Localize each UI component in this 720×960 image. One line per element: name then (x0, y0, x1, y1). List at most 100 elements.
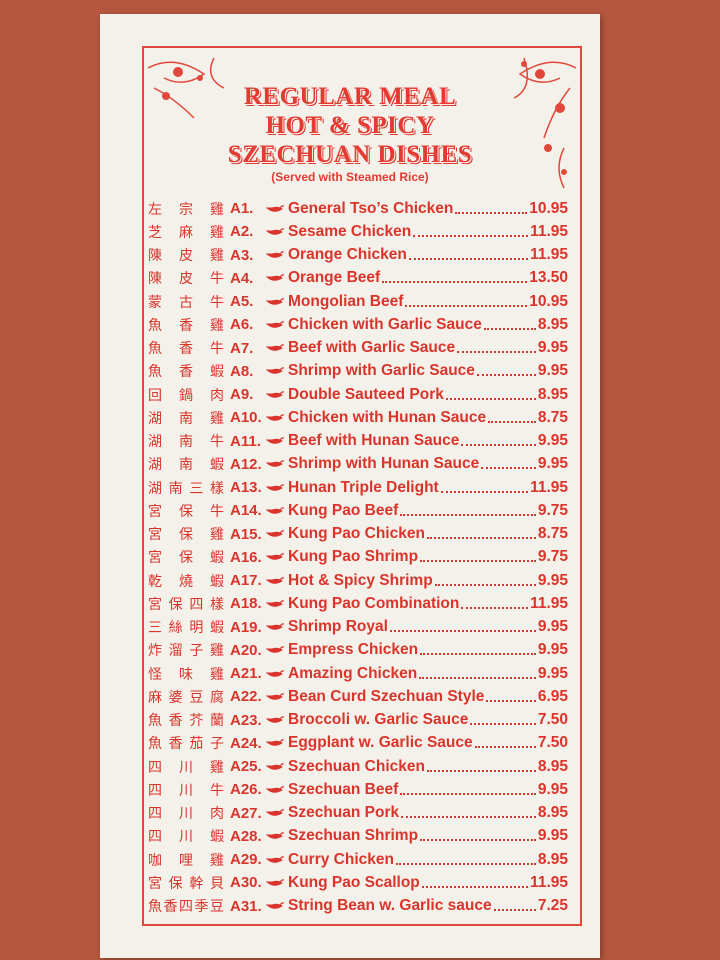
item-price: 13.50 (529, 269, 568, 287)
chinese-name: 湖南雞 (148, 410, 224, 427)
spicy-icon (266, 576, 284, 584)
chinese-name: 四川肉 (148, 806, 224, 823)
chinese-name: 三絲明蝦 (148, 620, 224, 637)
item-price: 8.95 (537, 315, 568, 333)
dot-leader (420, 653, 536, 656)
item-name: Empress Chicken (288, 641, 419, 659)
spicy-icon (266, 437, 284, 444)
spicy-icon (266, 809, 284, 816)
chinese-name: 湖南牛 (148, 434, 224, 451)
chinese-name: 蒙古牛 (148, 294, 224, 311)
menu-item: 魚香芥蘭 A23. Broccoli w. Garlic Sauce 7.50 (148, 709, 568, 732)
item-name: Szechuan Beef (288, 780, 399, 798)
title-line: REGULAR MEAL (243, 83, 457, 110)
dot-leader (440, 490, 529, 493)
menu-item: 魚香蝦 A8. Shrimp with Garlic Sauce 9.95 (148, 360, 568, 383)
chinese-name: 宮保幹貝 (148, 875, 224, 892)
dot-leader (382, 281, 528, 284)
chinese-name: 咖哩雞 (148, 852, 224, 869)
menu-item: 三絲明蝦 A19. Shrimp Royal 9.95 (148, 616, 568, 639)
item-code: A13. (230, 479, 262, 497)
item-name: Beef with Garlic Sauce (288, 339, 456, 357)
item-code: A6. (230, 316, 254, 334)
item-code: A26. (230, 781, 262, 799)
item-code: A19. (230, 618, 262, 636)
menu-frame (142, 46, 582, 926)
menu-item: 蒙古牛 A5. Mongolian Beef 10.95 (148, 290, 568, 313)
item-name: Double Sauteed Pork (288, 385, 444, 403)
item-price: 8.75 (537, 525, 568, 543)
item-code: A8. (230, 362, 254, 380)
item-price: 9.95 (537, 780, 568, 798)
chinese-name: 左宗雞 (148, 201, 224, 218)
chinese-name: 宮保四樣 (148, 596, 224, 613)
item-code: A12. (230, 455, 262, 473)
item-price: 9.95 (537, 618, 568, 636)
item-code: A25. (230, 758, 262, 776)
chinese-name: 芝麻雞 (148, 224, 224, 241)
chinese-name: 陳皮牛 (148, 271, 224, 288)
menu-item: 咖哩雞 A29. Curry Chicken 8.95 (148, 848, 568, 871)
dot-leader (483, 327, 536, 330)
menu-item: 魚香雞 A6. Chicken with Garlic Sauce 8.95 (148, 313, 568, 336)
item-name: Shrimp Royal (288, 618, 388, 636)
spicy-icon (266, 879, 284, 886)
item-code: A23. (230, 711, 262, 729)
dot-leader (420, 560, 536, 563)
chinese-name: 魚香牛 (148, 341, 224, 358)
menu-item: 湖南牛 A11. Beef with Hunan Sauce 9.95 (148, 430, 568, 453)
spicy-icon (266, 460, 284, 468)
dot-leader (413, 234, 529, 237)
menu-item: 湖南蝦 A12. Shrimp with Hunan Sauce 9.95 (148, 453, 568, 476)
item-price: 9.95 (537, 641, 568, 659)
item-name: Hunan Triple Delight (288, 478, 439, 496)
item-code: A16. (230, 548, 262, 566)
floral-ornaments (147, 57, 577, 189)
spicy-icon (266, 669, 284, 677)
item-price: 11.95 (530, 246, 568, 264)
spicy-icon (266, 507, 284, 514)
item-name: Curry Chicken (288, 850, 394, 868)
dot-leader (476, 374, 536, 377)
item-code: A24. (230, 734, 262, 752)
item-price: 9.75 (537, 501, 568, 519)
dot-leader (455, 211, 528, 214)
spicy-icon (266, 530, 284, 537)
menu-item: 乾燒蝦 A17. Hot & Spicy Shrimp 9.95 (148, 569, 568, 592)
chinese-name: 湖南蝦 (148, 457, 224, 474)
menu-item: 湖南雞 A10. Chicken with Hunan Sauce 8.75 (148, 406, 568, 429)
menu-item: 宮保幹貝 A30. Kung Pao Scallop 11.95 (148, 871, 568, 894)
spicy-icon (266, 321, 284, 328)
item-price: 10.95 (529, 199, 568, 217)
item-code: A28. (230, 827, 262, 845)
menu-item: 魚香四季豆 A31. String Bean w. Garlic sauce 7.25 (148, 895, 568, 918)
dot-leader (401, 816, 536, 819)
item-code: A11. (230, 432, 261, 450)
chinese-name: 麻婆豆腐 (148, 689, 224, 706)
chinese-name: 湖南三樣 (148, 480, 224, 497)
item-price: 7.50 (537, 734, 568, 752)
item-code: A15. (230, 525, 262, 543)
menu-item: 宮保四樣 A18. Kung Pao Combination 11.95 (148, 592, 568, 615)
item-name: Eggplant w. Garlic Sauce (288, 734, 473, 752)
chinese-name: 魚香雞 (148, 317, 224, 334)
item-price: 9.95 (537, 664, 568, 682)
item-code: A14. (230, 502, 262, 520)
dot-leader (421, 885, 529, 888)
spicy-icon (266, 483, 284, 491)
item-price: 9.95 (537, 339, 568, 357)
spicy-icon (266, 902, 284, 909)
menu-item: 回鍋肉 A9. Double Sauteed Pork 8.95 (148, 383, 568, 406)
item-code: A5. (230, 293, 254, 311)
spicy-icon (266, 553, 284, 561)
menu-item: 四川蝦 A28. Szechuan Shrimp 9.95 (148, 825, 568, 848)
item-name: Broccoli w. Garlic Sauce (288, 711, 469, 729)
item-price: 11.95 (530, 222, 568, 240)
item-name: Kung Pao Shrimp (288, 548, 419, 566)
item-name: Chicken with Hunan Sauce (288, 408, 487, 426)
spicy-icon (266, 274, 284, 282)
spicy-icon (266, 646, 284, 654)
menu-item: 陳皮雞 A3. Orange Chicken 11.95 (148, 244, 568, 267)
dot-leader (461, 444, 536, 447)
dot-leader (400, 513, 536, 516)
